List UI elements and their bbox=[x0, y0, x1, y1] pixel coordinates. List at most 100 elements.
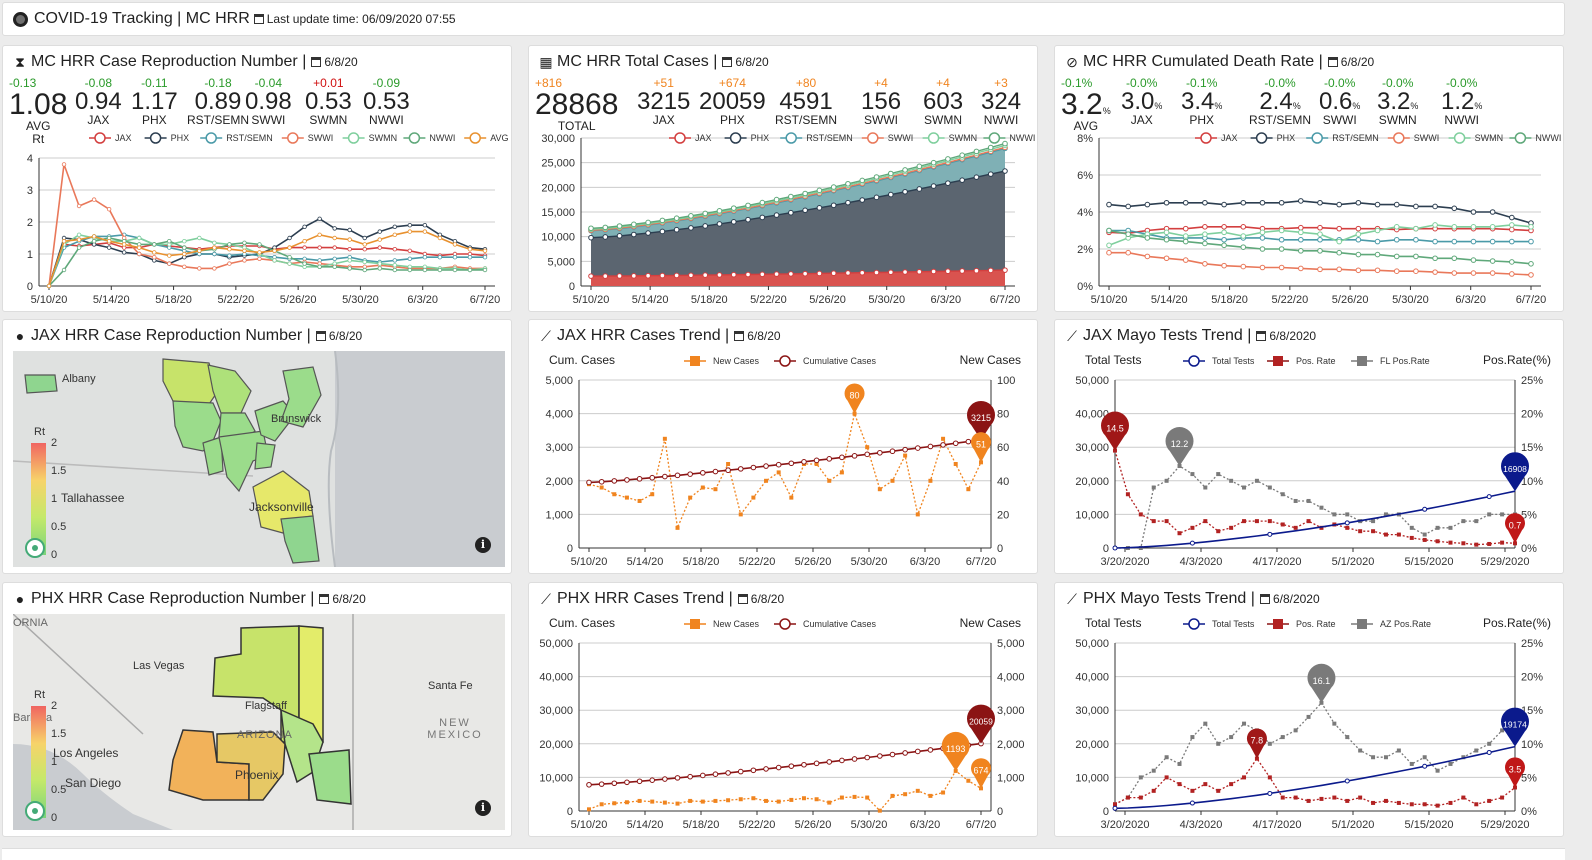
y2-axis-title: Pos.Rate(%) bbox=[1483, 353, 1551, 367]
marker-label: 80 bbox=[850, 391, 860, 401]
x-tick-label: 5/30/20 bbox=[1392, 294, 1429, 306]
info-icon[interactable]: i bbox=[475, 800, 491, 816]
data-point bbox=[1435, 803, 1440, 808]
hospital-icon: ▦ bbox=[539, 53, 553, 70]
data-point bbox=[903, 792, 908, 797]
place-label: Jacksonville bbox=[249, 500, 314, 514]
phx-tests-chart[interactable]: Total Tests Pos.Rate(%) 0 0% 10,000 5% 20,000 1… bbox=[1055, 583, 1564, 837]
x-tick-label: 5/29/2020 bbox=[1481, 819, 1530, 831]
jax-tests-chart[interactable]: Total Tests Pos.Rate(%) 0 0% 10,000 5% 20,000 1… bbox=[1055, 320, 1564, 574]
legend-tick: 2 bbox=[51, 437, 58, 449]
y2-tick-label: 15% bbox=[1521, 442, 1543, 454]
legend-marker bbox=[674, 132, 686, 144]
data-point bbox=[227, 246, 232, 252]
data-point bbox=[1164, 775, 1169, 780]
data-point bbox=[675, 801, 680, 806]
data-point bbox=[987, 144, 994, 151]
data-point bbox=[659, 228, 666, 235]
jax-map[interactable]: Albany Brunswick Tallahassee Jacksonvill… bbox=[13, 351, 505, 567]
data-point bbox=[1240, 199, 1247, 206]
data-point bbox=[1451, 238, 1458, 245]
data-point bbox=[631, 221, 637, 228]
data-point bbox=[773, 212, 780, 218]
data-point bbox=[302, 261, 307, 266]
rt-color-legend bbox=[31, 443, 46, 555]
data-point bbox=[1317, 199, 1323, 206]
data-point bbox=[1163, 255, 1170, 262]
kpi-swwi: +4 156 SWWI bbox=[861, 76, 902, 127]
data-point bbox=[751, 495, 756, 500]
hrr-region[interactable] bbox=[280, 515, 320, 564]
info-icon[interactable]: i bbox=[475, 537, 491, 553]
legend-tick: 0 bbox=[51, 812, 58, 824]
data-point bbox=[1164, 755, 1169, 760]
x-tick-label: 5/1/2020 bbox=[1332, 556, 1375, 568]
hrr-region[interactable] bbox=[280, 366, 322, 428]
total-chart[interactable]: 0 5,000 10,000 15,000 20,000 25,000 30,000 5/10… bbox=[529, 46, 1038, 312]
line-chart-icon: ⟋ bbox=[1067, 327, 1077, 344]
rt-panel: ⧗ MC HRR Case Reproduction Number | 6/8/20… bbox=[2, 45, 512, 312]
data-point bbox=[1138, 546, 1143, 550]
locate-icon[interactable] bbox=[25, 538, 45, 558]
data-point bbox=[973, 267, 980, 274]
legend-label: SWWI bbox=[888, 133, 914, 143]
data-point bbox=[1229, 478, 1234, 483]
hrr-region[interactable] bbox=[308, 749, 352, 805]
rt-series-nwwi bbox=[48, 237, 485, 287]
legend-marker bbox=[1453, 132, 1466, 144]
data-point bbox=[1393, 201, 1400, 208]
death-chart[interactable]: 0% 2% 4% 6% 8% 5/10/20 5/14/20 5/18/20 5/22/20 5/… bbox=[1055, 46, 1564, 312]
legend-marker bbox=[469, 132, 481, 144]
legend-label: NWWI bbox=[429, 133, 455, 143]
hrr-region[interactable] bbox=[24, 374, 58, 394]
data-point bbox=[1164, 478, 1169, 483]
kpi-row: +816 28868 TOTAL +51 3215 JAX +674 20059 PHX +80 4… bbox=[529, 76, 1037, 146]
data-point bbox=[1509, 214, 1515, 221]
data-point bbox=[598, 478, 605, 485]
data-point bbox=[716, 221, 723, 227]
data-point bbox=[588, 273, 594, 279]
hrr-region[interactable] bbox=[202, 436, 224, 476]
data-point bbox=[1500, 728, 1505, 733]
data-point bbox=[407, 256, 413, 261]
y-tick-label: 3,000 bbox=[545, 442, 573, 454]
locate-icon[interactable] bbox=[25, 801, 45, 821]
legend-label: NWWI bbox=[1009, 133, 1035, 143]
hrr-region[interactable] bbox=[216, 731, 286, 801]
hourglass-icon: ⧗ bbox=[15, 53, 25, 70]
data-point bbox=[1298, 224, 1304, 231]
data-point bbox=[1358, 795, 1363, 800]
data-point bbox=[1202, 240, 1208, 247]
data-point bbox=[1202, 231, 1208, 237]
data-point bbox=[1280, 795, 1285, 800]
data-point bbox=[826, 759, 833, 765]
phx-map[interactable]: Las Vegas Santa Fe Flagstaff ARIZONA Pho… bbox=[13, 614, 505, 830]
legend-label: PHX bbox=[1277, 133, 1296, 143]
legend-marker bbox=[149, 132, 162, 144]
bottom-strip bbox=[2, 848, 1565, 860]
calendar-icon bbox=[1259, 594, 1270, 604]
data-point bbox=[182, 251, 187, 257]
data-point bbox=[1396, 748, 1401, 753]
y-tick-label: 1 bbox=[27, 249, 33, 261]
data-point bbox=[959, 177, 965, 183]
y2-tick-label: 0% bbox=[1521, 806, 1537, 818]
y-tick-label: 4% bbox=[1077, 207, 1093, 219]
panel-title: ⟋ PHX HRR Cases Trend | 6/8/20 bbox=[539, 590, 784, 608]
data-point bbox=[1374, 227, 1381, 234]
data-point bbox=[1451, 224, 1458, 230]
data-point bbox=[788, 460, 795, 467]
jax-trend-chart[interactable]: Cum. Cases New Cases 0 0 1,000 20 2,000 40 3,000… bbox=[529, 320, 1038, 574]
x-tick-label: 6/7/20 bbox=[990, 294, 1021, 306]
hrr-region[interactable] bbox=[254, 442, 276, 470]
data-point bbox=[317, 264, 322, 269]
data-point bbox=[106, 245, 112, 250]
rt-chart[interactable]: 0 1 2 3 4 5/10/20 5/14/20 5/18/20 5/22/20 5/26/20… bbox=[3, 46, 512, 312]
data-point bbox=[802, 207, 808, 214]
data-point bbox=[1432, 269, 1438, 275]
data-point bbox=[599, 485, 604, 490]
data-point bbox=[903, 453, 908, 458]
phx-trend-chart[interactable]: Cum. Cases New Cases 0 0 10,000 1,000 20,000 2,… bbox=[529, 583, 1038, 837]
data-point bbox=[167, 261, 172, 266]
data-point bbox=[317, 232, 322, 237]
